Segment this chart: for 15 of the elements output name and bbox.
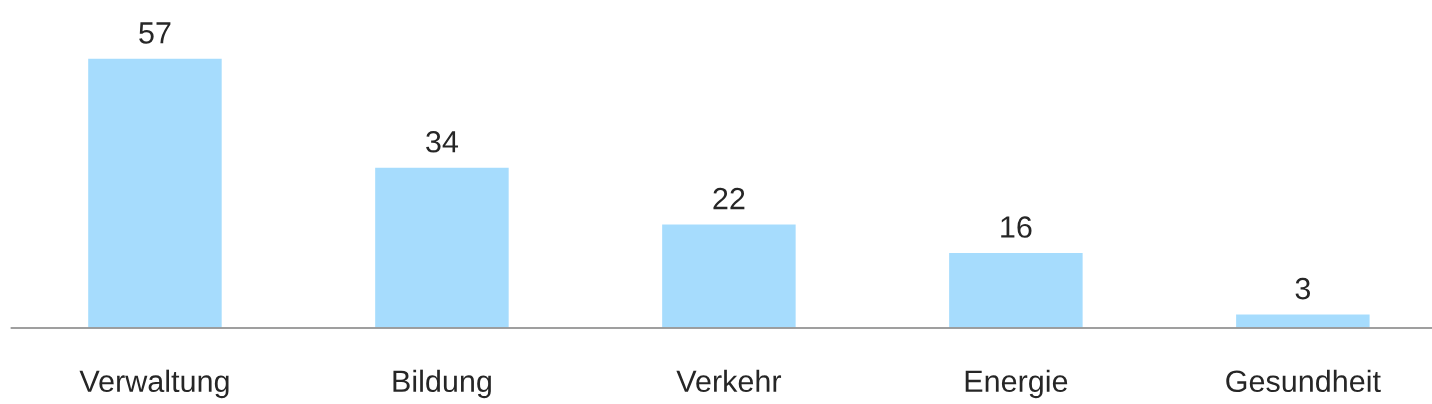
x-tick-label: Gesundheit bbox=[1226, 369, 1381, 393]
data-label: 22 bbox=[713, 187, 745, 210]
bar bbox=[1234, 313, 1371, 328]
data-label: 34 bbox=[426, 130, 459, 153]
bar bbox=[373, 166, 511, 328]
bar bbox=[660, 223, 798, 328]
x-tick-label: Verwaltung bbox=[79, 369, 229, 399]
x-tick-label: Bildung bbox=[393, 369, 491, 399]
data-label: 16 bbox=[1001, 216, 1032, 238]
data-label: 3 bbox=[1295, 277, 1311, 300]
x-tick-label: Energie bbox=[965, 369, 1068, 399]
bar bbox=[86, 57, 224, 328]
data-label: 57 bbox=[139, 22, 171, 44]
bar bbox=[947, 251, 1085, 328]
x-tick-label: Verkehr bbox=[676, 369, 782, 393]
